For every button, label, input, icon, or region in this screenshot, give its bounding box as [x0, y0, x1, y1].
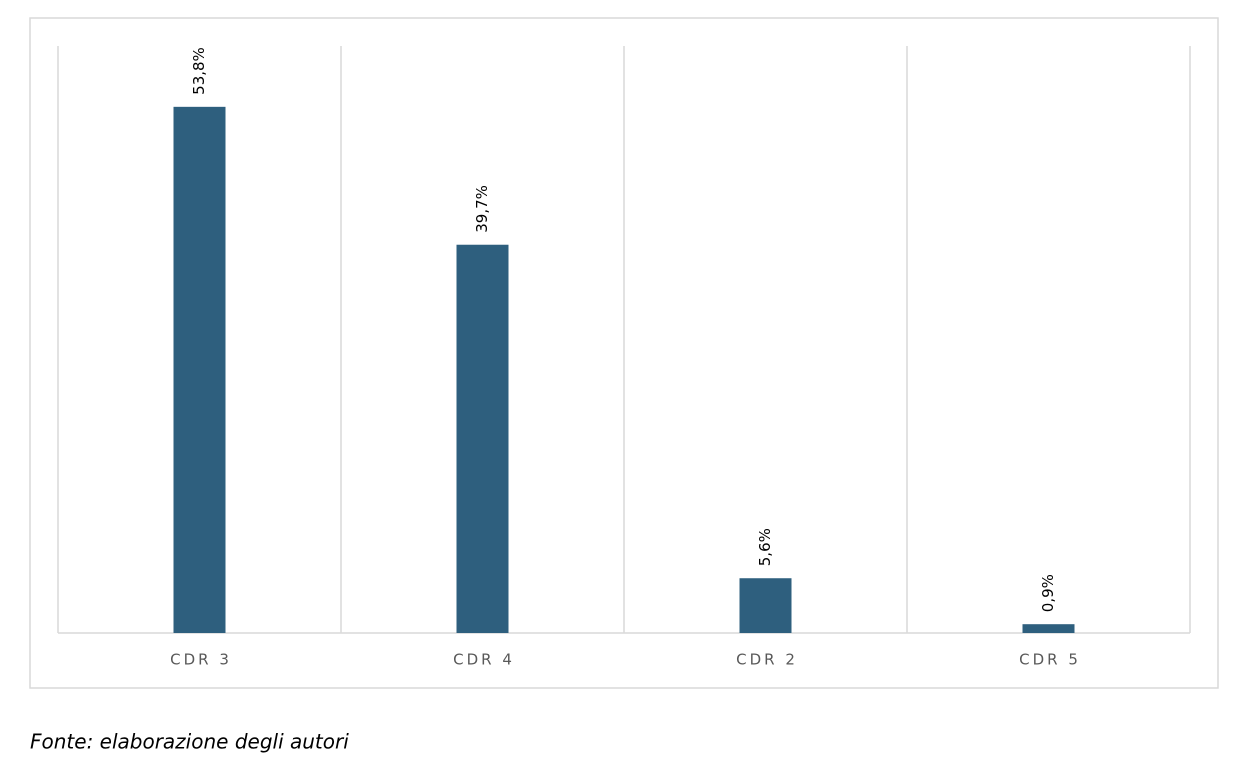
value-label: 5,6% [756, 528, 774, 566]
source-note: Fonte: elaborazione degli autori [30, 730, 349, 754]
x-tick-label: CDR 5 [1019, 651, 1081, 669]
x-tick-label: CDR 3 [170, 651, 232, 669]
value-label: 53,8% [190, 47, 208, 95]
x-tick-label: CDR 2 [736, 651, 798, 669]
bar [456, 244, 509, 633]
x-tick-label: CDR 4 [453, 651, 515, 669]
bar [173, 106, 226, 633]
bar [1022, 624, 1075, 633]
value-label: 39,7% [473, 185, 491, 233]
bar [739, 578, 792, 633]
value-label: 0,9% [1039, 574, 1057, 612]
